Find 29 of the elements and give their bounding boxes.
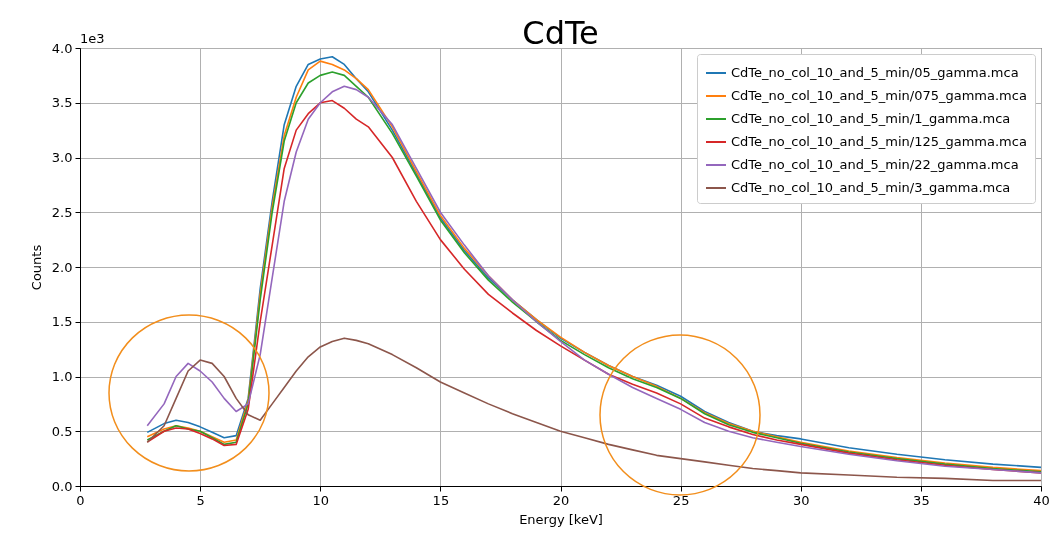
y-tick-label: 0.5 bbox=[51, 423, 73, 439]
y-tick-label: 1.5 bbox=[51, 314, 73, 330]
y-tick-label: 4.0 bbox=[51, 40, 73, 56]
x-tick-label: 35 bbox=[913, 492, 930, 508]
legend-label: CdTe_no_col_10_and_5_min/3_gamma.mca bbox=[731, 180, 1011, 195]
x-tick-label: 30 bbox=[792, 492, 810, 508]
legend-label: CdTe_no_col_10_and_5_min/22_gamma.mca bbox=[731, 157, 1019, 172]
x-tick-label: 5 bbox=[196, 492, 205, 508]
x-tick-label: 25 bbox=[672, 492, 690, 508]
x-tick-label: 10 bbox=[312, 492, 330, 508]
y-tick-label: 1.0 bbox=[51, 369, 73, 384]
y-tick-label: 2.5 bbox=[51, 204, 73, 220]
legend-label: CdTe_no_col_10_and_5_min/125_gamma.mca bbox=[731, 134, 1027, 149]
y-tick-label: 3.5 bbox=[51, 95, 73, 111]
y-tick-label: 2.0 bbox=[51, 259, 73, 275]
x-axis-title: Energy [keV] bbox=[519, 511, 603, 527]
text: 1e3 bbox=[80, 31, 105, 46]
legend-label: CdTe_no_col_10_and_5_min/075_gamma.mca bbox=[731, 88, 1027, 103]
x-tick-label: 20 bbox=[552, 492, 570, 508]
legend-label: CdTe_no_col_10_and_5_min/1_gamma.mca bbox=[731, 111, 1011, 126]
x-tick-label: 15 bbox=[432, 492, 450, 508]
line-series bbox=[146, 337, 1042, 482]
y-tick-label: 0.0 bbox=[51, 478, 73, 494]
y-tick-label: 3.0 bbox=[51, 150, 73, 165]
x-tick-label: 40 bbox=[1033, 492, 1050, 508]
chart-title: CdTe bbox=[522, 14, 599, 52]
y-axis-title: Counts bbox=[28, 244, 44, 291]
legend-label: CdTe_no_col_10_and_5_min/05_gamma.mca bbox=[731, 65, 1019, 80]
x-tick-label: 0 bbox=[76, 492, 85, 508]
